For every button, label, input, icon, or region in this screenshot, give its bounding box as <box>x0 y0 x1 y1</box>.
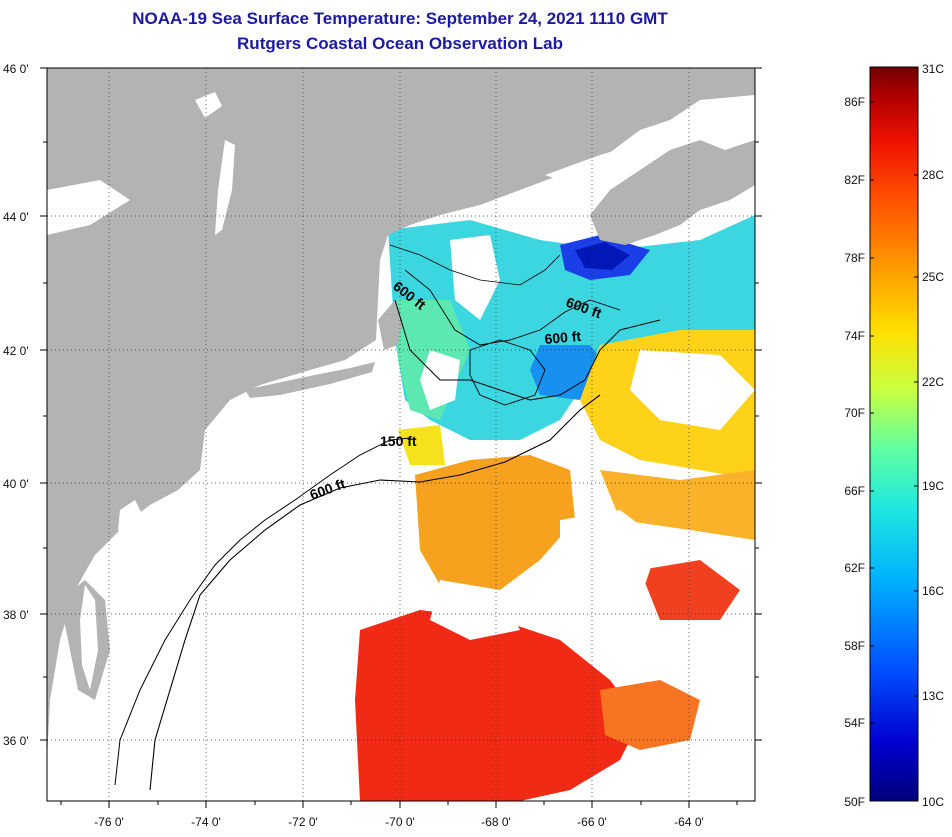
sst-gulf-stream-red <box>355 610 640 801</box>
title-line-2: Rutgers Coastal Ocean Observation Lab <box>237 34 563 53</box>
colorbar-c-22: 22C <box>922 375 944 389</box>
contour-gulf-of-maine <box>394 299 661 401</box>
contour-label-4: 150 ft <box>380 433 417 449</box>
cloud-mask-5 <box>620 620 755 690</box>
colorbar-f-58: 58F <box>844 639 865 653</box>
sst-shelf-warm-orange <box>415 455 575 590</box>
colorbar-c-31: 31C <box>922 62 944 76</box>
lon-label-68: -68 0' <box>481 815 511 829</box>
temperature-colorbar: 86F 82F 78F 74F 70F 66F 62F 58F 54F 50F … <box>820 55 952 815</box>
sst-cold-core <box>575 242 630 270</box>
lat-label-42: 42 0' <box>3 344 29 358</box>
lat-label-38: 38 0' <box>3 608 29 622</box>
colorbar-f-82: 82F <box>844 173 865 187</box>
lon-label-66: -66 0' <box>577 815 607 829</box>
lake-small <box>195 92 222 118</box>
lon-label-70: -70 0' <box>385 815 415 829</box>
sst-warm-yellow-south-ne <box>398 425 445 465</box>
lon-label-72: -72 0' <box>288 815 318 829</box>
lat-label-40: 40 0' <box>3 477 29 491</box>
lon-label-76: -76 0' <box>94 815 124 829</box>
contour-150ft <box>114 437 411 786</box>
bay-of-fundy <box>545 140 665 185</box>
colorbar-f-86: 86F <box>844 95 865 109</box>
colorbar-f-66: 66F <box>844 484 865 498</box>
axis-ticks <box>40 67 762 808</box>
lake-ontario-tip <box>47 180 130 235</box>
land-nova-scotia <box>590 140 755 245</box>
lat-label-36: 36 0' <box>3 734 29 748</box>
cloud-mask-3 <box>630 350 755 430</box>
sst-orange-south-east <box>600 680 700 750</box>
sst-east-orange <box>600 470 755 540</box>
colorbar-gradient <box>869 66 919 802</box>
colorbar-c-10: 10C <box>922 795 944 809</box>
land-cape-cod <box>378 300 402 350</box>
colorbar-c-13: 13C <box>922 689 944 703</box>
lon-label-74: -74 0' <box>191 815 221 829</box>
colorbar-f-50: 50F <box>844 795 865 809</box>
chesapeake-bay <box>80 585 98 690</box>
colorbar-c-16: 16C <box>922 584 944 598</box>
delaware-bay <box>118 500 145 545</box>
lon-label-64: -64 0' <box>674 815 704 829</box>
title-line-1: NOAA-19 Sea Surface Temperature: Septemb… <box>132 9 668 28</box>
colorbar-c-28: 28C <box>922 168 944 182</box>
lake-champlain <box>215 140 235 235</box>
map-frame <box>46 67 756 802</box>
cloud-mask-4 <box>560 510 660 640</box>
cloud-mask-1 <box>450 235 500 320</box>
cloud-mask-6 <box>430 580 520 640</box>
sst-red-east-patch <box>640 560 740 620</box>
colorbar-f-62: 62F <box>844 561 865 575</box>
colorbar-f-74: 74F <box>844 329 865 343</box>
colorbar-f-54: 54F <box>844 716 865 730</box>
land-long-island <box>245 362 375 398</box>
sst-map: 600 ft 600 ft 600 ft 150 ft 600 ft 46 0'… <box>3 62 762 829</box>
colorbar-f-78: 78F <box>844 251 865 265</box>
lat-label-44: 44 0' <box>3 210 29 224</box>
colorbar-c-25: 25C <box>922 270 944 284</box>
land-mainland-us <box>47 68 755 760</box>
contour-gulf-of-maine-inner <box>404 269 621 346</box>
contour-600ft-shelf-break <box>149 394 601 791</box>
coastline-offshore-trace <box>389 244 561 286</box>
contour-georges-bank <box>469 339 546 406</box>
colorbar-c-19: 19C <box>922 479 944 493</box>
contour-label-3: 600 ft <box>544 328 582 347</box>
lat-label-46: 46 0' <box>3 62 29 76</box>
colorbar-f-70: 70F <box>844 406 865 420</box>
